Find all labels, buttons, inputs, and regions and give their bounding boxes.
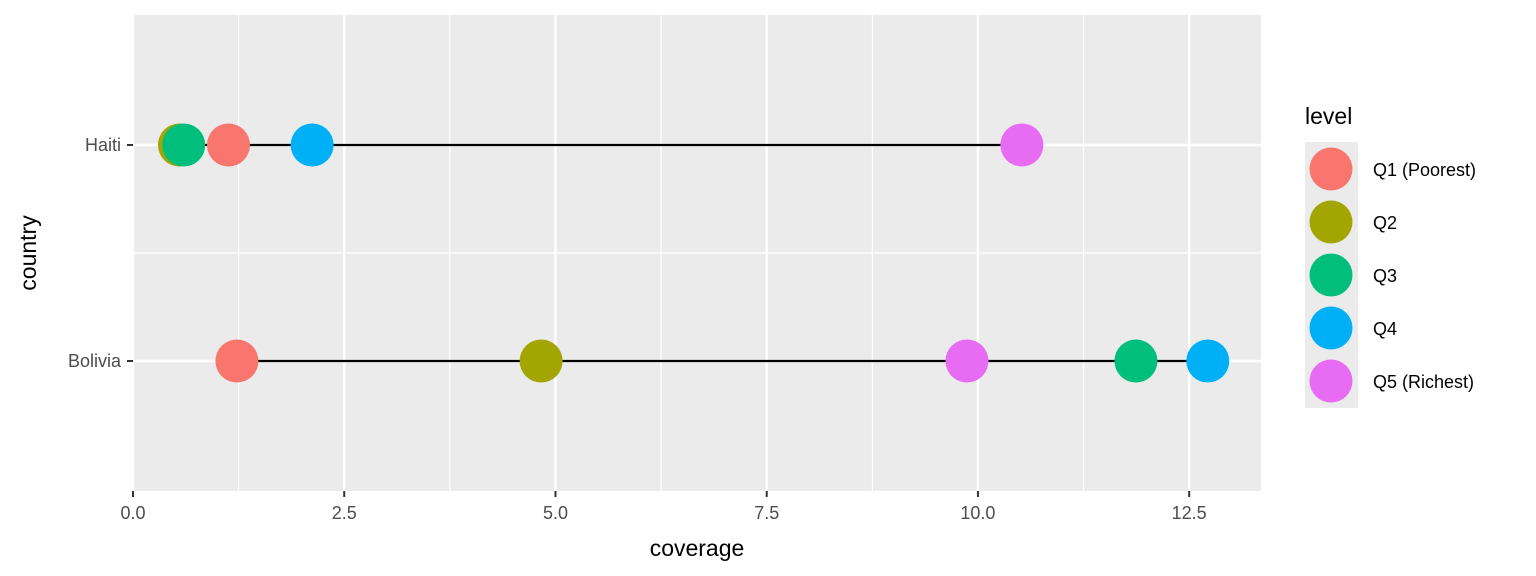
minor-gridlines bbox=[133, 15, 1261, 491]
point-bolivia bbox=[1186, 339, 1230, 383]
x-tick-label: 0.0 bbox=[120, 503, 145, 523]
x-tick-label: 10.0 bbox=[960, 503, 995, 523]
point-haiti bbox=[290, 123, 334, 167]
x-axis: 0.0 2.5 5.0 7.5 10.0 12.5 bbox=[120, 491, 1207, 523]
point-haiti bbox=[206, 123, 250, 167]
data-points bbox=[157, 123, 1230, 383]
legend-key bbox=[1309, 200, 1353, 244]
legend-key bbox=[1309, 253, 1353, 297]
x-tick-label: 12.5 bbox=[1172, 503, 1207, 523]
x-tick-label: 2.5 bbox=[332, 503, 357, 523]
legend-key bbox=[1309, 306, 1353, 350]
legend-label: Q5 (Richest) bbox=[1373, 372, 1474, 392]
legend-label: Q1 (Poorest) bbox=[1373, 160, 1476, 180]
x-tick-label: 7.5 bbox=[754, 503, 779, 523]
point-bolivia bbox=[519, 339, 563, 383]
y-axis-title: country bbox=[15, 215, 41, 291]
x-axis-title: coverage bbox=[650, 535, 745, 561]
y-tick-label-bolivia: Bolivia bbox=[68, 351, 122, 371]
legend-label: Q3 bbox=[1373, 266, 1397, 286]
x-tick-label: 5.0 bbox=[543, 503, 568, 523]
legend-title: level bbox=[1305, 103, 1352, 129]
point-bolivia bbox=[945, 339, 989, 383]
y-tick-label-haiti: Haiti bbox=[85, 135, 121, 155]
point-bolivia bbox=[215, 339, 259, 383]
legend-label: Q4 bbox=[1373, 319, 1397, 339]
legend-key bbox=[1309, 147, 1353, 191]
legend: level Q1 (Poorest) Q2 Q3 Q4 Q5 (Richest) bbox=[1305, 103, 1476, 408]
point-bolivia bbox=[1114, 339, 1158, 383]
point-haiti bbox=[1000, 123, 1044, 167]
y-axis: Bolivia Haiti bbox=[68, 135, 133, 371]
point-haiti bbox=[162, 123, 206, 167]
legend-label: Q2 bbox=[1373, 213, 1397, 233]
legend-key bbox=[1309, 359, 1353, 403]
